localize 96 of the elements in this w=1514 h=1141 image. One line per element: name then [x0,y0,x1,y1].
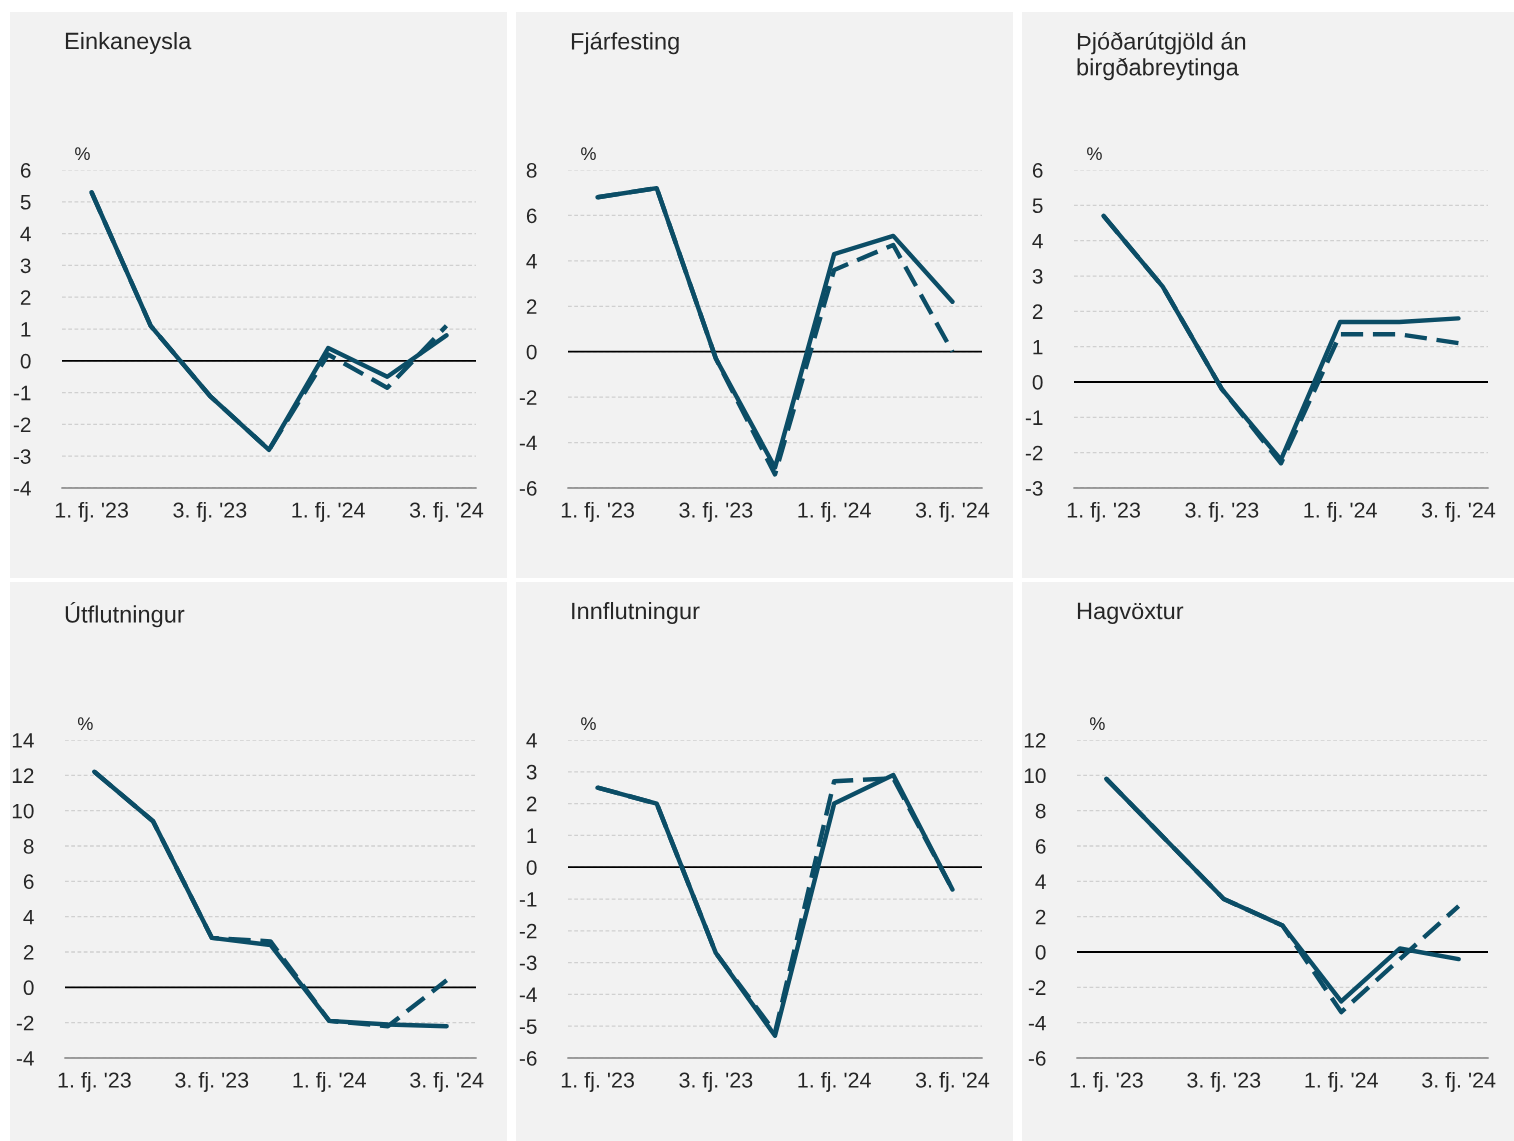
y-tick-label: -5 [519,1019,537,1034]
x-tick-label: 1. fj. '23 [1070,1071,1143,1092]
y-tick-label: 3 [1032,269,1043,284]
y-tick-label: 4 [23,909,34,925]
x-tick-label: 1. fj. '23 [55,501,128,522]
y-tick-label: -2 [1028,980,1046,995]
y-tick-label: -1 [519,892,537,907]
y-tick-label: 2 [20,290,31,305]
y-tick-label: -2 [13,417,31,432]
x-tick-label: 1. fj. '24 [1304,501,1377,522]
x-tick-label: 3. fj. '23 [679,1071,753,1092]
y-tick-label: 0 [1032,375,1043,390]
y-axis-title: % [581,717,596,730]
y-axis-title: % [75,147,90,160]
x-tick-label: 3. fj. '23 [173,501,247,522]
y-tick-label: -6 [1028,1051,1046,1066]
y-tick-label: 12 [12,768,34,783]
x-tick-label: 1. fj. '24 [1305,1071,1378,1092]
y-tick-label: -3 [1025,481,1043,496]
y-tick-label: -1 [13,385,31,401]
y-tick-label: 8 [1035,803,1046,819]
y-tick-label: 3 [20,258,31,274]
x-tick-label: 3. fj. '23 [1185,501,1259,522]
x-tick-label: 1. fj. '23 [1067,501,1140,522]
y-tick-label: 6 [1035,839,1046,854]
y-tick-label: 4 [526,733,537,748]
chart-title: Fjárfesting [571,32,679,55]
x-tick-label: 3. fj. '24 [1422,1071,1496,1092]
x-tick-label: 1. fj. '23 [58,1071,131,1092]
y-tick-label: -2 [519,390,537,405]
y-tick-label: 1 [1033,339,1043,355]
y-tick-label: 1 [21,322,31,337]
y-tick-label: 0 [20,353,31,369]
x-tick-label: 3. fj. '23 [1187,1071,1261,1092]
y-tick-label: -4 [519,435,537,451]
y-tick-label: 6 [20,163,31,178]
y-tick-label: 0 [526,344,537,360]
y-axis-title: % [1089,717,1105,730]
y-tick-label: 2 [526,796,537,812]
x-tick-label: 1. fj. '24 [292,501,365,522]
y-tick-label: 12 [1024,733,1046,748]
x-tick-label: 3. fj. '23 [175,1071,249,1092]
y-tick-label: -2 [519,923,537,939]
x-tick-label: 3. fj. '24 [915,501,990,522]
y-tick-label: 10 [12,803,34,819]
y-tick-label: 6 [526,208,537,224]
y-tick-label: 4 [526,254,537,269]
y-tick-label: 2 [1035,909,1046,925]
y-tick-label: 4 [1032,233,1043,249]
x-tick-label: 3. fj. '24 [409,501,484,522]
x-tick-label: 3. fj. '24 [410,1071,484,1092]
x-tick-label: 3. fj. '24 [915,1071,990,1092]
y-axis-title: % [581,147,596,160]
y-tick-label: 4 [1035,874,1046,889]
x-tick-label: 1. fj. '24 [293,1071,366,1092]
x-tick-label: 1. fj. '23 [561,501,634,522]
x-tick-label: 3. fj. '24 [1421,501,1496,522]
y-tick-label: -3 [519,955,537,971]
y-tick-label: 1 [527,828,537,843]
x-tick-label: 1. fj. '24 [798,1071,871,1092]
y-tick-label: 14 [12,733,34,748]
y-tick-label: -4 [13,481,31,496]
y-tick-label: -3 [13,449,31,464]
y-tick-label: 0 [23,980,34,996]
y-tick-label: 6 [1032,163,1043,178]
y-tick-label: 5 [1032,198,1043,214]
y-tick-label: -4 [16,1051,34,1066]
y-tick-label: 0 [526,860,537,875]
y-tick-label: -4 [519,987,537,1002]
chart-title: Útflutningur [65,602,185,628]
y-tick-label: -6 [519,1051,537,1066]
y-tick-label: 0 [1035,945,1046,960]
chart-title: Hagvöxtur [1077,602,1184,625]
y-tick-label: 4 [20,226,31,242]
y-tick-label: 8 [23,839,34,854]
x-tick-label: 3. fj. '23 [679,501,753,522]
y-tick-label: -2 [16,1015,34,1031]
chart-title: Innflutningur [572,602,700,625]
y-tick-label: 3 [526,764,537,780]
y-tick-label: 2 [23,945,34,960]
x-tick-label: 1. fj. '24 [798,501,871,522]
y-axis-title: % [1087,147,1102,160]
y-tick-label: 6 [23,874,34,890]
chart-title: Þjóðarútgjöld án birgðabreytinga [1077,32,1246,81]
y-tick-label: -6 [519,481,537,496]
y-tick-label: -2 [1025,445,1043,461]
chart-title: Einkaneysla [65,32,192,55]
y-tick-label: 2 [1032,304,1043,319]
x-tick-label: 1. fj. '23 [561,1071,634,1092]
y-tick-label: -1 [1025,410,1043,425]
y-axis-title: % [77,717,93,730]
y-tick-label: 8 [526,163,537,178]
y-tick-label: 5 [20,195,31,210]
y-tick-label: 2 [526,299,537,314]
y-tick-label: 10 [1024,768,1046,784]
y-tick-label: -4 [1028,1015,1046,1031]
